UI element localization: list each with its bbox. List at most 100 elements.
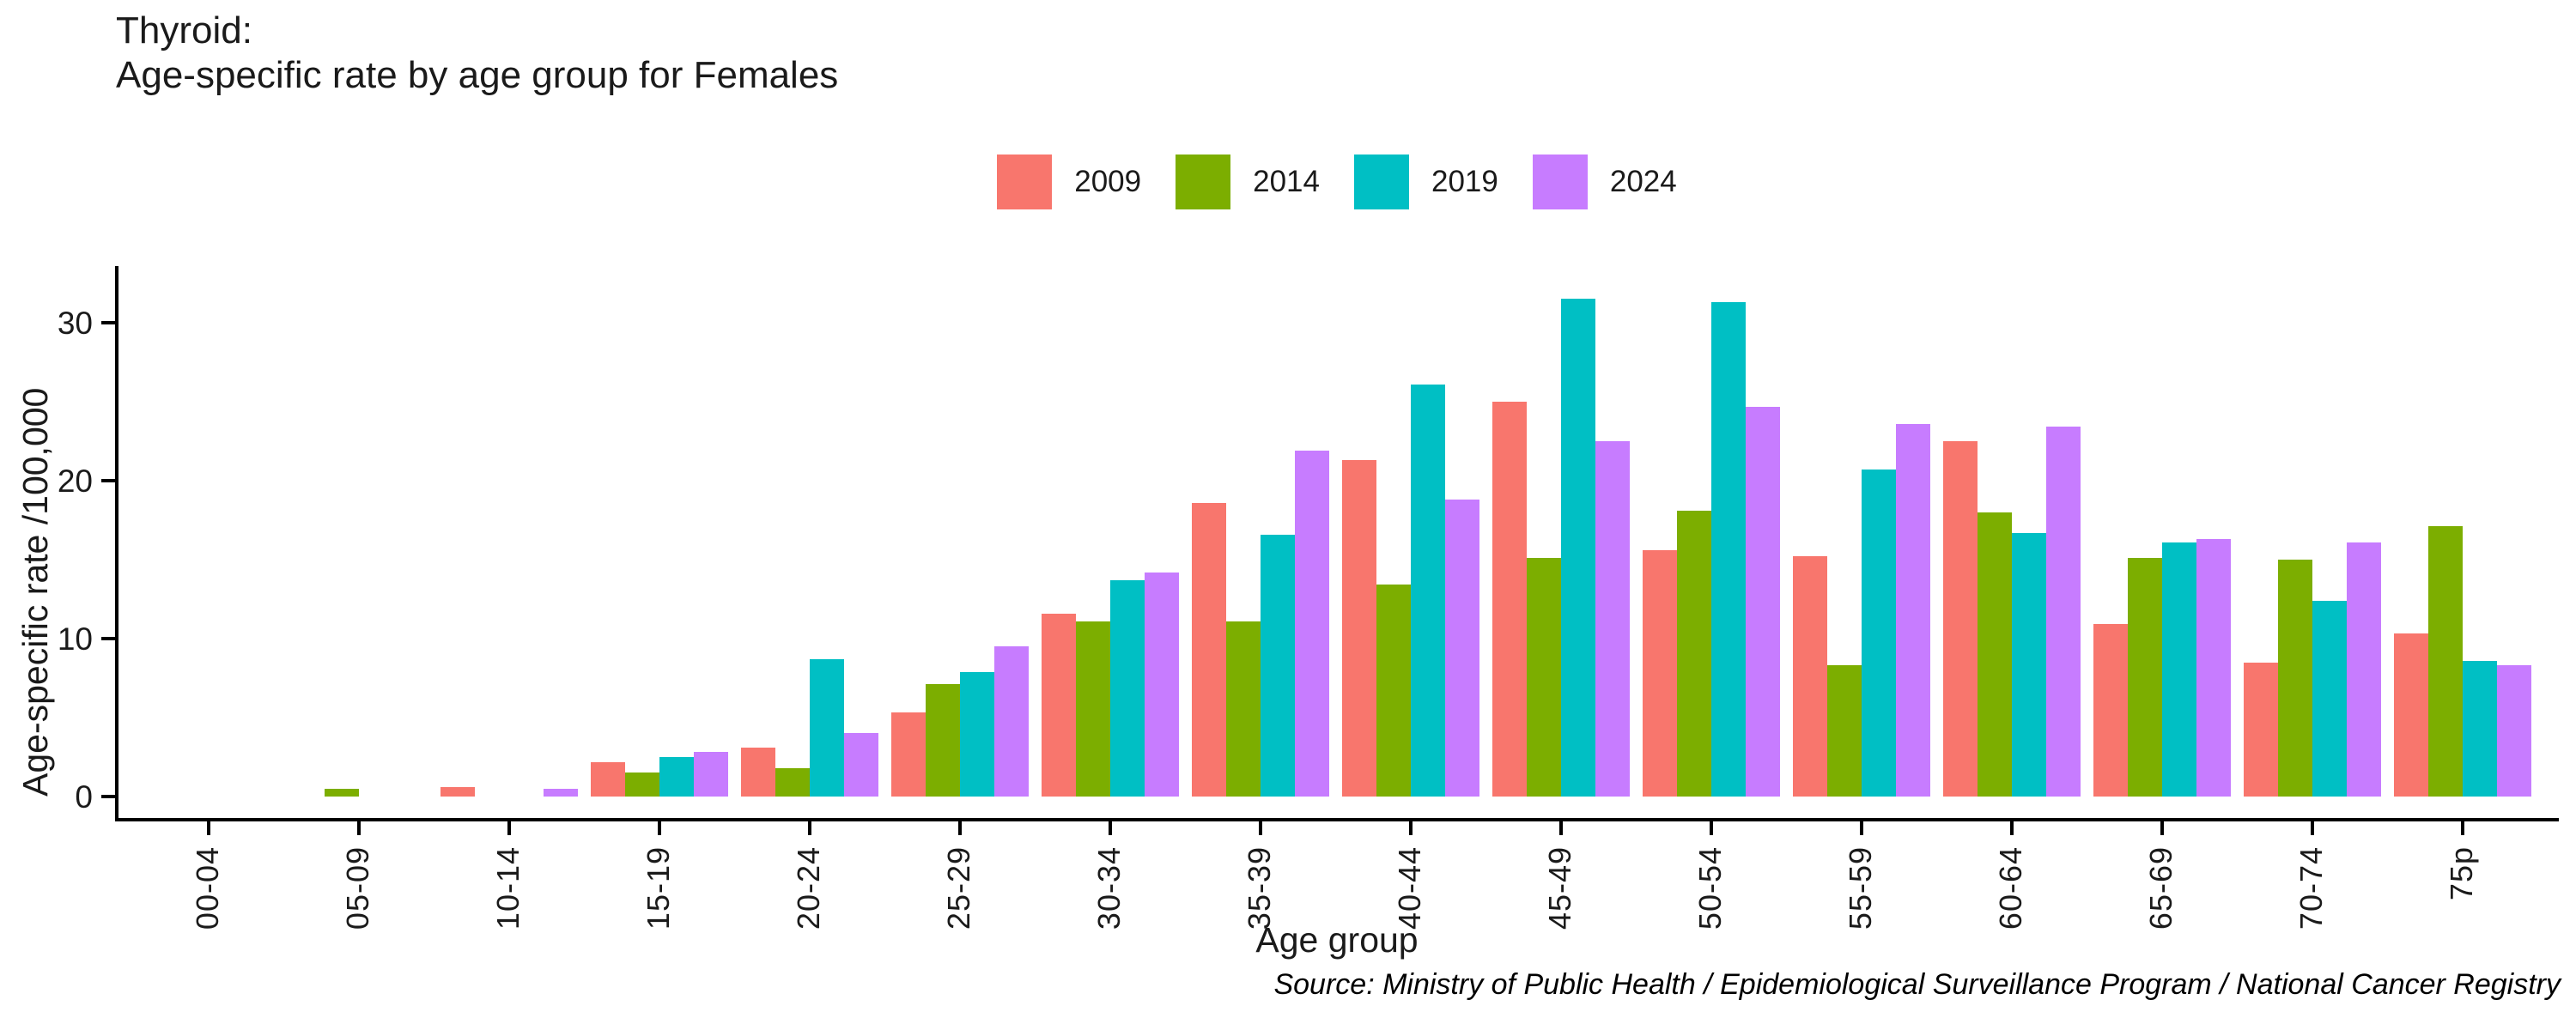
bar-group-10-14 <box>434 266 584 797</box>
bar-15-19-2009 <box>590 761 625 797</box>
bar-group-20-24 <box>734 266 884 797</box>
bar-70-74-2009 <box>2243 662 2278 797</box>
bar-group-45-49 <box>1485 266 1636 797</box>
bar-20-24-2019 <box>809 658 844 797</box>
bar-group-25-29 <box>884 266 1035 797</box>
bar-35-39-2014 <box>1225 621 1261 797</box>
bar-60-64-2014 <box>1977 512 2012 797</box>
bar-25-29-2014 <box>925 684 960 797</box>
bar-group-65-69 <box>2087 266 2237 797</box>
x-tick-label-75p: 75p <box>2443 846 2479 901</box>
x-tick-label-20-24: 20-24 <box>790 846 826 930</box>
bar-75p-2014 <box>2427 526 2463 797</box>
x-tick-mark <box>807 821 811 835</box>
bar-70-74-2019 <box>2312 600 2347 797</box>
bar-15-19-2014 <box>624 772 659 797</box>
x-tick-label-15-19: 15-19 <box>640 846 676 930</box>
bar-60-64-2009 <box>1942 441 1978 797</box>
x-tick-label-35-39: 35-39 <box>1241 846 1277 930</box>
legend-swatch-2019 <box>1354 154 1409 209</box>
bar-50-54-2019 <box>1710 302 1746 797</box>
bar-15-19-2024 <box>693 752 728 797</box>
plot-area <box>133 266 2537 797</box>
bar-group-40-44 <box>1335 266 1485 797</box>
x-tick-mark <box>1408 821 1413 835</box>
bar-45-49-2009 <box>1492 402 1527 797</box>
bar-30-34-2024 <box>1144 572 1179 797</box>
bar-50-54-2009 <box>1642 549 1677 797</box>
bar-30-34-2019 <box>1109 579 1145 797</box>
bar-group-00-04 <box>133 266 283 797</box>
bar-55-59-2009 <box>1792 556 1827 797</box>
bar-60-64-2024 <box>2045 427 2081 797</box>
bar-35-39-2019 <box>1260 534 1295 797</box>
bar-45-49-2024 <box>1595 441 1630 797</box>
x-tick-mark <box>1558 821 1563 835</box>
y-tick-mark <box>101 637 115 640</box>
bar-65-69-2014 <box>2127 558 2162 797</box>
x-tick-label-30-34: 30-34 <box>1091 846 1127 930</box>
x-tick-label-10-14: 10-14 <box>489 846 526 930</box>
legend: 2009 2014 2019 2024 <box>115 154 2559 209</box>
bar-group-75p <box>2387 266 2537 797</box>
source-note: Source: Ministry of Public Health / Epid… <box>1273 968 2561 1001</box>
bar-55-59-2019 <box>1861 470 1896 797</box>
bar-35-39-2009 <box>1191 502 1226 797</box>
bar-10-14-2009 <box>440 786 475 797</box>
bar-group-70-74 <box>2237 266 2387 797</box>
y-tick-label: 10 <box>57 621 93 657</box>
chart-title: Thyroid: Age-specific rate by age group … <box>116 9 838 98</box>
bar-40-44-2019 <box>1410 384 1445 797</box>
bar-group-30-34 <box>1035 266 1185 797</box>
x-tick-mark <box>1709 821 1713 835</box>
bar-55-59-2014 <box>1826 665 1862 797</box>
bar-30-34-2009 <box>1041 613 1076 797</box>
bar-40-44-2009 <box>1341 460 1376 797</box>
x-tick-mark <box>2310 821 2314 835</box>
x-tick-mark <box>657 821 661 835</box>
bar-group-55-59 <box>1786 266 1936 797</box>
bar-10-14-2024 <box>543 788 578 797</box>
bar-55-59-2024 <box>1895 423 1930 797</box>
legend-label: 2019 <box>1431 165 1498 198</box>
bar-70-74-2024 <box>2346 542 2381 797</box>
bar-20-24-2014 <box>775 767 810 797</box>
legend-label: 2009 <box>1074 165 1142 198</box>
bar-60-64-2019 <box>2011 532 2046 797</box>
bar-group-50-54 <box>1636 266 1786 797</box>
bar-group-05-09 <box>283 266 434 797</box>
y-axis-line <box>115 266 118 821</box>
bar-75p-2019 <box>2462 660 2497 797</box>
bar-40-44-2024 <box>1444 500 1479 797</box>
bar-40-44-2014 <box>1376 585 1411 797</box>
x-tick-label-25-29: 25-29 <box>940 846 976 930</box>
x-tick-mark <box>356 821 361 835</box>
x-tick-mark <box>1108 821 1112 835</box>
legend-item-2024: 2024 <box>1532 154 1677 209</box>
x-tick-label-60-64: 60-64 <box>1992 846 2028 930</box>
x-tick-label-55-59: 55-59 <box>1842 846 1878 930</box>
legend-item-2019: 2019 <box>1354 154 1498 209</box>
x-axis-line <box>115 818 2559 821</box>
bar-45-49-2014 <box>1526 558 1561 797</box>
bar-70-74-2014 <box>2277 560 2312 797</box>
x-tick-mark <box>2160 821 2164 835</box>
x-tick-mark <box>507 821 511 835</box>
x-tick-mark <box>2460 821 2464 835</box>
bar-45-49-2019 <box>1560 299 1595 797</box>
bar-65-69-2009 <box>2093 624 2128 797</box>
bar-65-69-2019 <box>2161 542 2196 797</box>
bar-05-09-2014 <box>324 788 359 797</box>
bar-65-69-2024 <box>2196 539 2231 797</box>
bar-25-29-2024 <box>993 646 1029 797</box>
legend-item-2014: 2014 <box>1176 154 1320 209</box>
bar-group-35-39 <box>1185 266 1335 797</box>
bar-group-60-64 <box>1936 266 2087 797</box>
x-tick-mark <box>206 821 210 835</box>
bar-35-39-2024 <box>1294 451 1329 797</box>
y-tick-mark <box>101 321 115 324</box>
bar-group-15-19 <box>584 266 734 797</box>
x-tick-label-45-49: 45-49 <box>1541 846 1577 930</box>
legend-item-2009: 2009 <box>997 154 1141 209</box>
